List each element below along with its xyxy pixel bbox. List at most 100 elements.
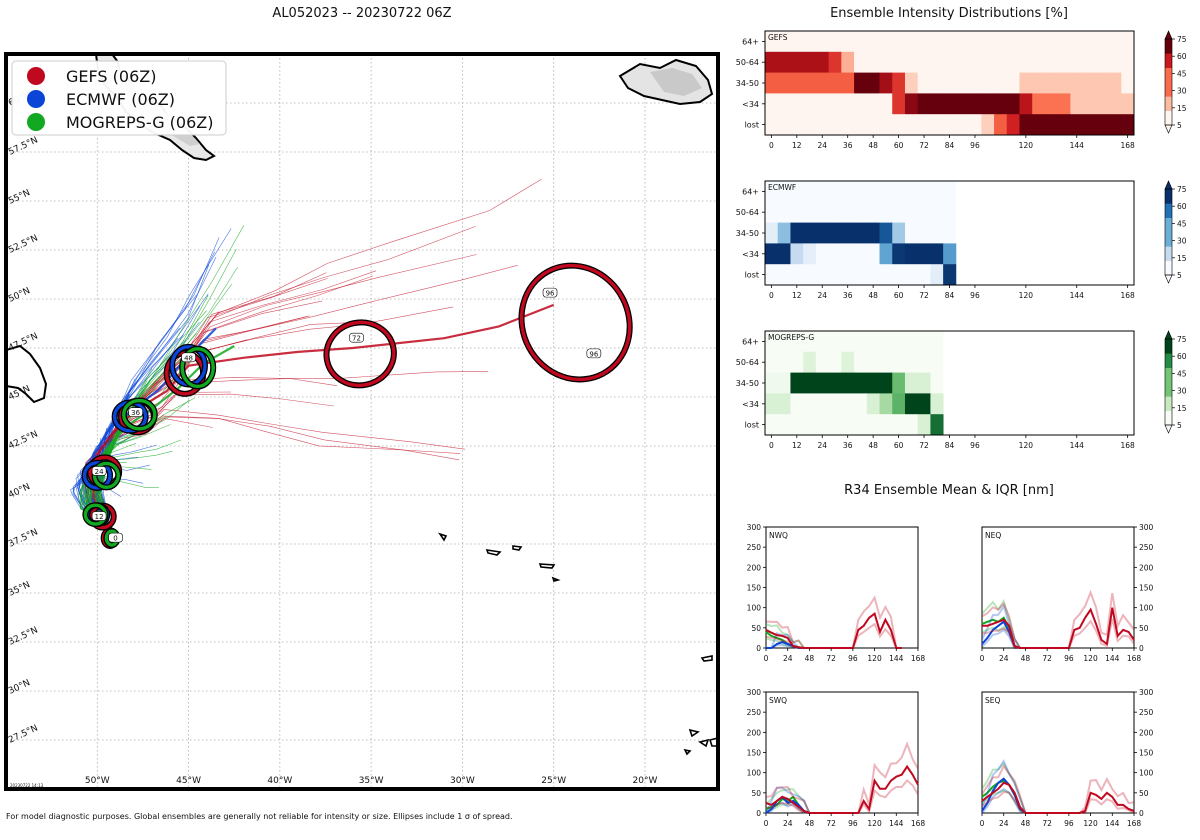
heatmap-cell [866, 114, 880, 136]
x-tick-label: 24 [783, 819, 793, 828]
ecmwf-r34-iqr-low [765, 801, 810, 814]
heatmap-cell [815, 331, 830, 353]
x-tick-label: 168 [1127, 819, 1142, 828]
heatmap-cell [917, 331, 931, 353]
heatmap-cell [803, 264, 817, 286]
x-tick-label: 72 [826, 819, 836, 828]
heatmap-cell [1019, 31, 1033, 53]
heatmap-panel-label: ECMWF [768, 183, 796, 192]
y-tick-label: 64+ [742, 37, 759, 46]
heatmap-cell [828, 393, 842, 415]
colorbar-tick-label: 15 [1177, 104, 1187, 113]
heatmap-cell [765, 114, 779, 136]
ecmwf-ellipse-24 [81, 459, 114, 491]
heatmap-cell [841, 372, 855, 394]
x-tick-label: 84 [945, 291, 955, 300]
heatmap-cell [943, 114, 957, 136]
heatmap-cell [815, 201, 830, 223]
heatmap-cell [828, 114, 842, 136]
longitude-label: 45°W [176, 776, 201, 786]
heatmap-cell [943, 51, 957, 73]
colorbar-extend-top [1164, 30, 1173, 40]
tau-label-box [586, 348, 602, 359]
spread-ellipses: 0 12 24 36 48 72 96 96 [81, 262, 633, 549]
heatmap-cell [1095, 114, 1109, 136]
heatmap-cell [930, 31, 944, 53]
heatmap-cell [879, 51, 893, 73]
heatmap-cell [904, 114, 919, 136]
mogreps-ellipse-36 [120, 397, 158, 432]
colorbar-segment [1165, 396, 1172, 411]
heatmap-cell [841, 93, 855, 115]
heatmap-cell [815, 264, 830, 286]
heatmap-cell [790, 51, 804, 73]
x-tick-label: 120 [867, 819, 882, 828]
heatmap-cell [765, 393, 779, 415]
heatmap-cell [904, 414, 919, 436]
heatmap-cell [994, 114, 1008, 136]
heatmap-cell [777, 114, 791, 136]
x-tick-label: 36 [843, 291, 853, 300]
x-tick-label: 60 [894, 441, 904, 450]
y-tick-label: 0 [756, 809, 761, 818]
x-tick-label: 72 [919, 291, 929, 300]
longitude-label: 25°W [541, 776, 566, 786]
colorbar-extend-bottom [1164, 274, 1173, 284]
canary-island [698, 738, 710, 748]
canary-island [683, 748, 692, 756]
colorbar-tick-label: 75 [1177, 35, 1187, 44]
heatmap-cell [930, 414, 944, 436]
heatmap-cell [765, 31, 779, 53]
heatmap-cell [854, 93, 868, 115]
r34-frame [765, 691, 919, 814]
tau-label: 0 [113, 535, 117, 543]
x-tick-label: 24 [999, 654, 1009, 663]
x-tick-label: 96 [1064, 819, 1074, 828]
x-tick-label: 24 [817, 141, 827, 150]
heatmap-cell [803, 51, 817, 73]
footnote: For model diagnostic purposes. Global en… [6, 812, 513, 821]
heatmap-cell [943, 31, 957, 53]
azores-island [438, 532, 448, 542]
ecmwf-r34-iqr-high [981, 758, 1027, 814]
x-tick-label: 72 [1042, 654, 1052, 663]
colorbar-segment [1165, 203, 1172, 218]
heatmap-cell [930, 201, 944, 223]
heatmap-cell [815, 72, 830, 94]
heatmap-cell [879, 372, 893, 394]
heatmap-cell [1070, 93, 1084, 115]
heatmap-cell [892, 93, 906, 115]
heatmap-cell [1108, 72, 1122, 94]
heatmap-cell [1044, 114, 1059, 136]
heatmap-cell [828, 264, 842, 286]
x-tick-label: 144 [1070, 291, 1085, 300]
longitude-label: 40°W [267, 776, 292, 786]
heatmap-cell [892, 181, 906, 203]
heatmap-cell [828, 351, 842, 373]
legend-box [11, 60, 227, 136]
colorbar-tick-label: 60 [1177, 352, 1187, 361]
heatmap-cell [892, 393, 906, 415]
heatmap-cell [828, 372, 842, 394]
heatmap-cell [892, 264, 906, 286]
heatmap-cell [1095, 72, 1109, 94]
azores-island [512, 545, 523, 551]
heatmap-cell [955, 114, 969, 136]
heatmap-cell [815, 393, 830, 415]
heatmap-cell [1108, 51, 1122, 73]
heatmap-cell [790, 72, 804, 94]
heatmap-cell [943, 243, 957, 265]
heatmap-cell [803, 243, 817, 265]
legend-label: GEFS (06Z) [66, 67, 156, 86]
heatmap-cell [917, 31, 931, 53]
tau-label: 96 [589, 350, 598, 358]
x-tick-label: 144 [1105, 819, 1120, 828]
x-tick-label: 12 [792, 291, 802, 300]
colorbar-extend-top [1164, 180, 1173, 190]
heatmap-cell [981, 51, 995, 73]
colorbar-segment [1165, 232, 1172, 247]
colorbar-tick-label: 30 [1177, 387, 1187, 396]
heatmap-cell [803, 372, 817, 394]
tau-label-box [542, 287, 558, 298]
